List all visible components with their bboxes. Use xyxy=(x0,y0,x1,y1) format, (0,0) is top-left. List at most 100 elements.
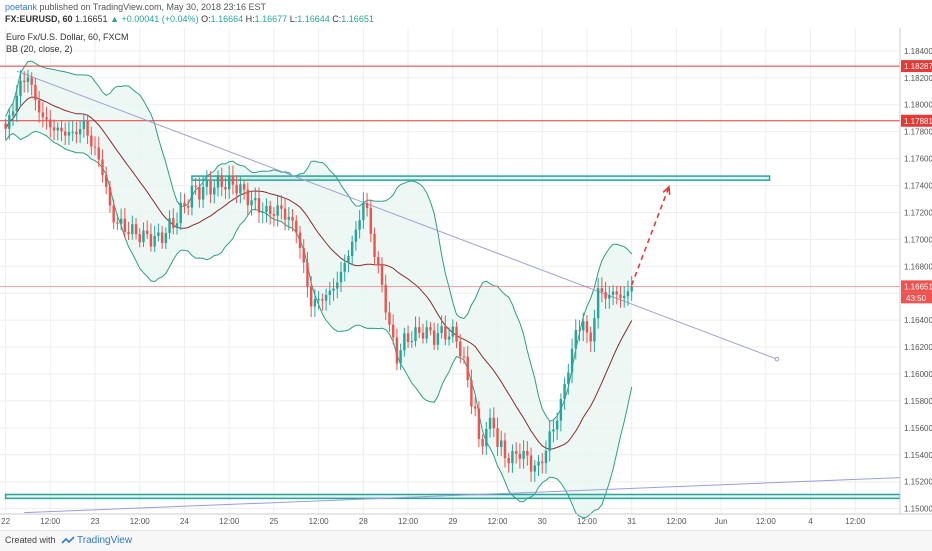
price-label-0: 1.18287 xyxy=(901,60,932,73)
resistance-lines[interactable] xyxy=(0,65,900,122)
trendlines[interactable] xyxy=(16,70,901,514)
candle-body xyxy=(555,420,559,430)
candle xyxy=(250,190,253,216)
y-tick-label: 1.16400 xyxy=(904,316,932,325)
candle xyxy=(350,235,354,266)
y-tick-label: 1.18200 xyxy=(904,74,932,83)
candle-body xyxy=(56,127,59,131)
candle-body xyxy=(172,218,175,228)
candle xyxy=(78,120,82,144)
candle-body xyxy=(75,131,78,135)
candle xyxy=(291,208,294,232)
candle xyxy=(23,71,26,93)
candle-body xyxy=(570,348,574,373)
candle xyxy=(485,421,488,455)
candle-body xyxy=(23,80,26,82)
candle xyxy=(254,187,257,211)
candle xyxy=(131,215,134,240)
x-tick-label: 31 xyxy=(627,517,636,526)
candle-body xyxy=(328,290,332,295)
candle xyxy=(336,271,339,299)
candle xyxy=(67,121,71,145)
candle xyxy=(127,221,130,241)
x-tick-label: 12:00 xyxy=(398,517,419,526)
tradingview-brand[interactable]: TradingView xyxy=(77,535,133,546)
candle xyxy=(511,444,514,473)
candle-body xyxy=(142,230,145,243)
candle-body xyxy=(116,222,119,224)
candle-body xyxy=(45,117,48,120)
x-tick-label: 24 xyxy=(180,517,189,526)
price-axis-bg xyxy=(900,28,932,530)
candle-body xyxy=(37,100,41,113)
candle xyxy=(101,149,104,183)
candle xyxy=(574,319,577,360)
publish-info: published on TradingView.com, May 30, 20… xyxy=(39,2,267,12)
candle-body xyxy=(298,232,302,249)
price-axis[interactable]: 1.18400 1.18200 1.18000 1.17800 1.17600 1.174… xyxy=(899,28,932,530)
candle xyxy=(526,441,529,466)
candle-body xyxy=(384,284,387,313)
candle-body xyxy=(623,296,626,299)
candle xyxy=(533,460,536,482)
x-tick-label: Jun xyxy=(715,517,728,526)
candle xyxy=(168,210,171,240)
candle xyxy=(507,452,510,473)
candle xyxy=(548,420,551,462)
price-label-bg xyxy=(901,280,932,293)
candle-body xyxy=(71,131,74,133)
candle xyxy=(343,254,346,282)
candle-body xyxy=(347,255,350,263)
author-link[interactable]: poetank xyxy=(5,2,38,12)
candle xyxy=(347,249,350,273)
candle-body xyxy=(507,458,510,464)
candle-body xyxy=(470,380,473,407)
candle xyxy=(432,322,436,350)
candle xyxy=(388,301,391,332)
candle-body xyxy=(339,271,343,283)
candle-body xyxy=(11,111,15,116)
candle xyxy=(406,325,410,348)
candle-body xyxy=(194,185,197,188)
candle xyxy=(149,223,153,252)
candle xyxy=(108,180,112,213)
candle-body xyxy=(611,291,615,295)
candle xyxy=(377,251,380,274)
candle xyxy=(541,452,544,474)
candle-body xyxy=(97,147,100,160)
candle-body xyxy=(466,356,469,381)
candle xyxy=(309,276,313,318)
time-axis[interactable]: 22 12:00 23 12:00 24 12:00 25 12:00 28 12:00 29 12:… xyxy=(0,513,932,526)
candle-body xyxy=(574,330,577,349)
candle xyxy=(529,447,533,482)
candle xyxy=(365,192,369,217)
price-chart[interactable]: Euro Fx/U.S. Dollar, 60, FXCM BB (20, cl… xyxy=(0,28,932,530)
candle xyxy=(436,323,440,351)
candle-body xyxy=(317,299,320,301)
candle xyxy=(246,182,250,216)
y-tick-label: 1.15600 xyxy=(904,424,932,433)
candle xyxy=(503,432,507,468)
candle xyxy=(563,377,566,410)
candle xyxy=(201,176,205,208)
forecast-arrow-head xyxy=(662,185,671,195)
candle-body xyxy=(60,127,63,132)
candle xyxy=(112,199,115,230)
candle-body xyxy=(552,429,555,432)
candle-body xyxy=(514,451,518,454)
candle xyxy=(552,419,555,443)
bollinger-band-fill xyxy=(5,61,632,518)
candle-body xyxy=(160,232,164,244)
countdown-label: 43:50 xyxy=(901,292,932,304)
candle xyxy=(470,369,473,415)
candle xyxy=(90,126,93,155)
candle xyxy=(64,122,67,146)
candle xyxy=(514,442,518,464)
chart-grid xyxy=(0,28,900,514)
candle-body xyxy=(309,286,313,307)
forecast-arrow[interactable] xyxy=(630,186,670,286)
x-tick-label: 12:00 xyxy=(666,517,687,526)
candle xyxy=(332,278,335,301)
x-tick-label: 23 xyxy=(91,517,100,526)
candle-body xyxy=(149,234,153,247)
